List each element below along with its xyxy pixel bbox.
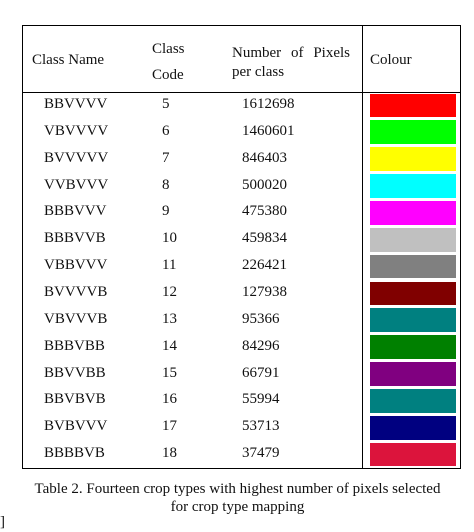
pixel-count: 53713 — [242, 418, 280, 435]
class-code: 9 — [162, 203, 170, 220]
pixel-count: 459834 — [242, 230, 287, 247]
class-name: BBVVVV — [44, 96, 108, 112]
header: Number of Pixels per class — [232, 45, 350, 80]
class-name: BBVVBB — [44, 364, 106, 381]
header: Class Code — [152, 41, 185, 83]
class-name: BBBVBB — [44, 337, 105, 354]
colour-swatch — [370, 174, 456, 198]
pixel-count: 66791 — [242, 364, 280, 381]
rule — [362, 25, 363, 469]
colour-swatch — [370, 93, 456, 118]
rule — [22, 25, 23, 469]
caption: Table 2. Fourteen crop types with highes… — [34, 481, 441, 515]
pixel-count: 84296 — [242, 337, 280, 354]
class-code: 6 — [162, 122, 170, 139]
pixel-count: 500020 — [242, 176, 287, 193]
class-name: BVVVVB — [44, 284, 108, 300]
pixel-count: 127938 — [242, 284, 287, 300]
colour-swatch — [370, 254, 456, 279]
class-code: 7 — [162, 149, 170, 166]
class-name: BVVVVV — [44, 149, 109, 166]
class-code: 10 — [162, 230, 177, 247]
colour-swatch — [370, 200, 456, 225]
pixel-count: 226421 — [242, 257, 287, 274]
class-name: VBVVVV — [44, 122, 109, 139]
class-name: BVBVVV — [44, 418, 108, 435]
colour-swatch — [370, 308, 456, 333]
colour-swatch — [370, 281, 456, 306]
pixel-count: 846403 — [242, 149, 287, 166]
colour-swatch — [370, 362, 456, 386]
class-code: 18 — [162, 445, 177, 462]
colour-swatch — [370, 415, 456, 440]
class-code: 5 — [162, 96, 170, 112]
colour-swatch — [370, 227, 456, 252]
class-code: 12 — [162, 284, 177, 300]
header: Class Name — [32, 52, 105, 68]
pixel-count: 1612698 — [242, 96, 295, 112]
class-name: BBBVVV — [44, 203, 107, 220]
class-name: VVBVVV — [44, 176, 109, 193]
colour-swatch — [370, 388, 456, 413]
rule — [460, 25, 461, 469]
rule — [22, 92, 461, 93]
rule — [22, 468, 461, 469]
class-name: BBBBVB — [44, 445, 105, 462]
class-name: BBVBVB — [44, 391, 106, 408]
rule — [22, 25, 461, 26]
class-name: BBBVVB — [44, 230, 106, 247]
class-code: 17 — [162, 418, 177, 435]
colour-swatch — [370, 335, 456, 360]
bracket: ] — [0, 514, 5, 530]
colour-swatch — [370, 120, 456, 145]
class-code: 11 — [162, 257, 177, 274]
class-code: 15 — [162, 364, 177, 381]
pixel-count: 95366 — [242, 310, 280, 327]
class-code: 14 — [162, 337, 177, 354]
class-code: 16 — [162, 391, 177, 408]
class-code: 13 — [162, 310, 177, 327]
pixel-count: 1460601 — [242, 122, 295, 139]
pixel-count: 475380 — [242, 203, 287, 220]
colour-swatch — [370, 147, 456, 172]
class-name: VBVVVB — [44, 310, 108, 327]
class-code: 8 — [162, 176, 170, 193]
class-name: VBBVVV — [44, 257, 108, 274]
pixel-count: 37479 — [242, 445, 280, 462]
header: Colour — [370, 52, 412, 68]
pixel-count: 55994 — [242, 391, 280, 408]
colour-swatch — [370, 442, 456, 467]
